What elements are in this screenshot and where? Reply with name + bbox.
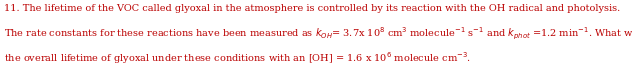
Text: 11. The lifetime of the VOC called glyoxal in the atmosphere is controlled by it: 11. The lifetime of the VOC called glyox… [4, 4, 620, 13]
Text: The rate constants for these reactions have been measured as $k_{OH}$= 3.7x 10$^: The rate constants for these reactions h… [4, 26, 632, 42]
Text: the overall lifetime of glyoxal under these conditions with an [OH] = 1.6 x 10$^: the overall lifetime of glyoxal under th… [4, 50, 471, 66]
